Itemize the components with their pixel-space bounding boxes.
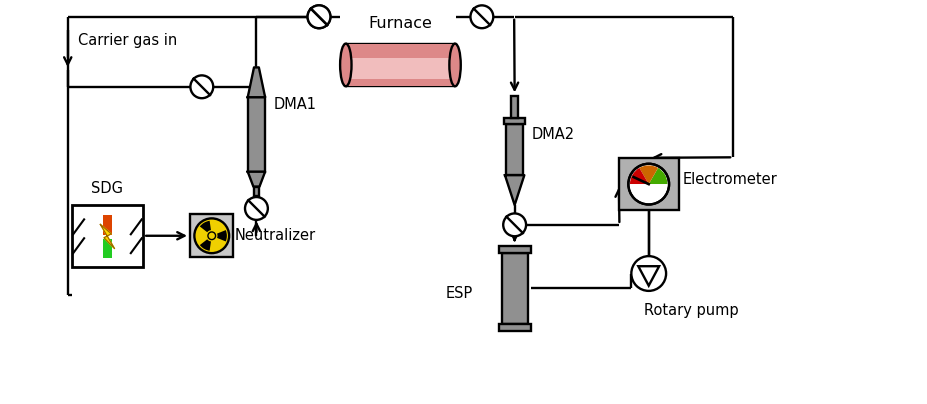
Wedge shape bbox=[200, 239, 211, 251]
Text: Rotary pump: Rotary pump bbox=[643, 303, 739, 318]
Wedge shape bbox=[630, 184, 667, 203]
Bar bbox=[504, 118, 526, 124]
Bar bbox=[254, 187, 260, 196]
Polygon shape bbox=[248, 172, 265, 187]
Bar bbox=[104, 215, 111, 235]
Circle shape bbox=[470, 5, 493, 28]
Wedge shape bbox=[640, 165, 658, 184]
Circle shape bbox=[308, 5, 330, 28]
Bar bbox=[512, 96, 518, 118]
Circle shape bbox=[503, 213, 526, 236]
Circle shape bbox=[195, 219, 229, 253]
Bar bbox=[346, 44, 455, 86]
Bar bbox=[350, 58, 451, 79]
Circle shape bbox=[245, 197, 268, 220]
Text: ESP: ESP bbox=[446, 286, 473, 301]
Bar bbox=[506, 124, 524, 175]
Text: Neutralizer: Neutralizer bbox=[235, 228, 316, 243]
Bar bbox=[248, 97, 265, 172]
Bar bbox=[619, 158, 679, 210]
Ellipse shape bbox=[340, 44, 351, 86]
Bar bbox=[499, 324, 530, 330]
Text: SDG: SDG bbox=[92, 181, 123, 196]
Circle shape bbox=[190, 76, 213, 98]
Circle shape bbox=[629, 164, 669, 204]
Polygon shape bbox=[100, 224, 115, 249]
Wedge shape bbox=[217, 230, 227, 242]
Bar bbox=[104, 239, 111, 258]
Wedge shape bbox=[649, 168, 667, 184]
Text: Electrometer: Electrometer bbox=[682, 172, 777, 187]
Wedge shape bbox=[630, 168, 649, 184]
Wedge shape bbox=[200, 221, 211, 232]
Text: DMA2: DMA2 bbox=[531, 127, 575, 142]
Polygon shape bbox=[248, 67, 265, 97]
Circle shape bbox=[631, 256, 667, 291]
Polygon shape bbox=[639, 266, 659, 286]
Bar bbox=[71, 205, 143, 267]
Polygon shape bbox=[505, 175, 525, 205]
Circle shape bbox=[308, 5, 330, 28]
Text: Furnace: Furnace bbox=[369, 16, 432, 31]
Circle shape bbox=[208, 232, 216, 240]
Text: DMA1: DMA1 bbox=[273, 97, 316, 112]
Ellipse shape bbox=[450, 44, 461, 86]
Bar bbox=[190, 215, 233, 257]
Bar bbox=[499, 246, 530, 252]
Text: Carrier gas in: Carrier gas in bbox=[78, 33, 177, 48]
Bar bbox=[502, 252, 527, 324]
